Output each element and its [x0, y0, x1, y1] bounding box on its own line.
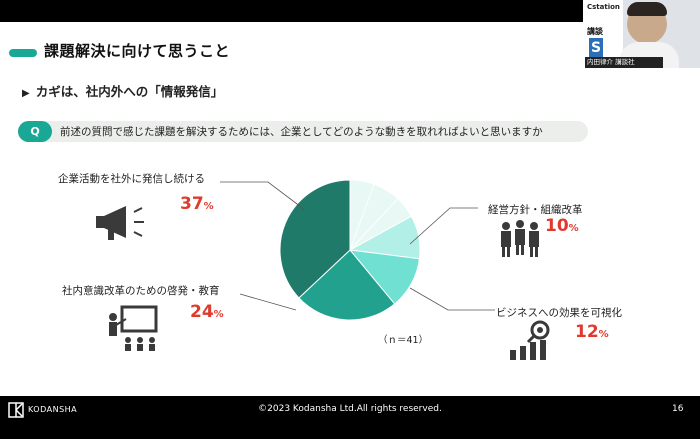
question-badge: Q: [18, 121, 52, 142]
slide-subtitle: ▶ カギは、社内外への「情報発信」: [22, 81, 223, 100]
title-accent-pill: [9, 49, 37, 57]
pie-slice-5: [349, 179, 413, 251]
callout-value-4-unit: %: [598, 329, 609, 340]
kodansha-logo-icon: [8, 402, 24, 418]
people-icon: [501, 220, 539, 257]
presentation-slide: 課題解決に向けて思うこと ▶ カギは、社内外への「情報発信」 Q 前述の質問で感じ…: [0, 22, 700, 396]
leader-line-3: [409, 207, 478, 245]
callout-label-2: 社内意識改革のための啓発・教育: [62, 285, 220, 297]
footer-brand: KODANSHA: [28, 405, 78, 414]
webcam-caption-top: 講談: [587, 27, 603, 36]
webcam-s-mark: S: [589, 38, 603, 58]
triangle-bullet-icon: ▶: [22, 88, 30, 99]
top-black-bar: [0, 0, 700, 22]
callout-value-4-number: 12: [575, 322, 599, 342]
callout-value-4: 12%: [575, 322, 609, 342]
pie-divider-1: [349, 184, 375, 251]
callout-label-3: 経営方針・組織改革: [488, 204, 583, 216]
page-number: 16: [672, 404, 684, 414]
callout-value-1-unit: %: [203, 201, 214, 212]
presentation-icon: [109, 305, 158, 351]
callout-value-1-number: 37: [180, 194, 204, 214]
callout-value-3-number: 10: [545, 216, 569, 236]
callout-value-2-unit: %: [213, 309, 224, 320]
webcam-overlay: Cstation 講談 S 内田律介 講談社: [583, 0, 700, 68]
callout-value-3-unit: %: [568, 223, 579, 234]
pie-slices: [279, 179, 421, 321]
pie-slice-1: [279, 179, 351, 299]
callout-label-1: 企業活動を社外に発信し続ける: [58, 173, 205, 185]
leader-line-2: [239, 293, 297, 311]
sample-size-label: （ｎ＝41）: [378, 335, 429, 346]
webcam-logo: Cstation: [587, 3, 620, 11]
slide-subtitle-text: カギは、社内外への「情報発信」: [35, 84, 224, 99]
slide-footer: [0, 396, 700, 439]
pie-slice-2: [298, 249, 396, 321]
webcam-hair: [627, 2, 667, 16]
footer-copyright: ©2023 Kodansha Ltd.All rights reserved.: [258, 404, 442, 414]
slide-title: 課題解決に向けて思うこと: [44, 42, 231, 60]
megaphone-icon: [96, 206, 144, 240]
webcam-name-caption: 内田律介 講談社: [585, 57, 663, 68]
question-bar: [18, 121, 588, 142]
leader-line-1: [220, 181, 306, 211]
pie-divider-2: [349, 198, 399, 251]
question-text: 前述の質問で感じた課題を解決するためには、企業としてどのような動きを取れればよい…: [60, 126, 543, 138]
callout-value-1: 37%: [180, 194, 214, 214]
pie-chart: [220, 179, 495, 321]
leader-line-4: [409, 287, 495, 311]
leader-lines: [220, 181, 495, 311]
callout-value-2-number: 24: [190, 302, 214, 322]
callout-label-4: ビジネスへの効果を可視化: [496, 307, 622, 319]
chart-magnifier-icon: [510, 320, 550, 360]
callout-value-2: 24%: [190, 302, 224, 322]
callout-value-3: 10%: [545, 216, 579, 236]
